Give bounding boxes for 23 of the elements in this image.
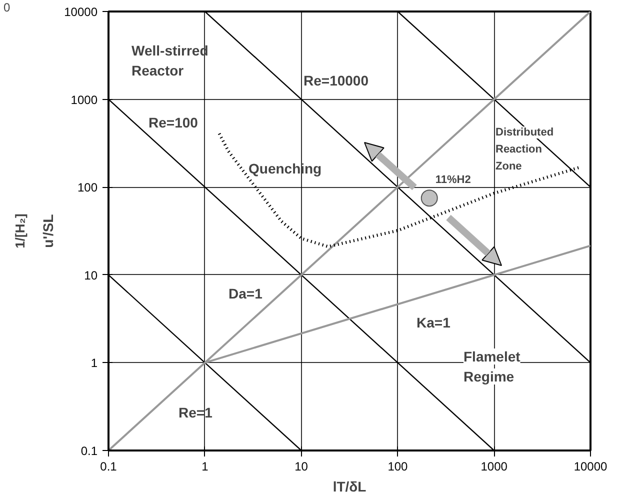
x-tick-label: 10 — [294, 460, 308, 474]
x-tick-label: 1 — [202, 460, 209, 474]
annotation: Distributed Reaction Zone — [496, 126, 554, 172]
y-tick-label: 0.1 — [80, 444, 98, 458]
annotation: Ka=1 — [416, 314, 451, 330]
y-tick-label: 1000 — [70, 92, 98, 107]
y-tick-label: 1 — [90, 356, 98, 370]
x-tick-label: 100 — [388, 460, 408, 474]
annotation: Re=100 — [148, 114, 198, 130]
text: 0 — [4, 0, 10, 14]
annotation: Flamelet Regime — [464, 348, 521, 384]
y-tick-label: 100 — [77, 180, 98, 195]
annotation: 11%H2 — [435, 174, 471, 186]
x-tick-label: 0.1 — [100, 460, 118, 474]
x-tick-label: 10000 — [574, 460, 608, 474]
x-axis-title: lT/δL — [332, 478, 367, 494]
y-tick-label: 10000 — [64, 5, 98, 19]
annotation: Da=1 — [228, 286, 263, 302]
y-axis-title: u'/SL — [40, 214, 56, 248]
x-tick-label: 1000 — [480, 460, 508, 474]
y-tick-label: 10 — [84, 268, 98, 282]
text: 1/[H₂] — [12, 214, 28, 248]
annotation: Re=10000 — [304, 72, 369, 88]
